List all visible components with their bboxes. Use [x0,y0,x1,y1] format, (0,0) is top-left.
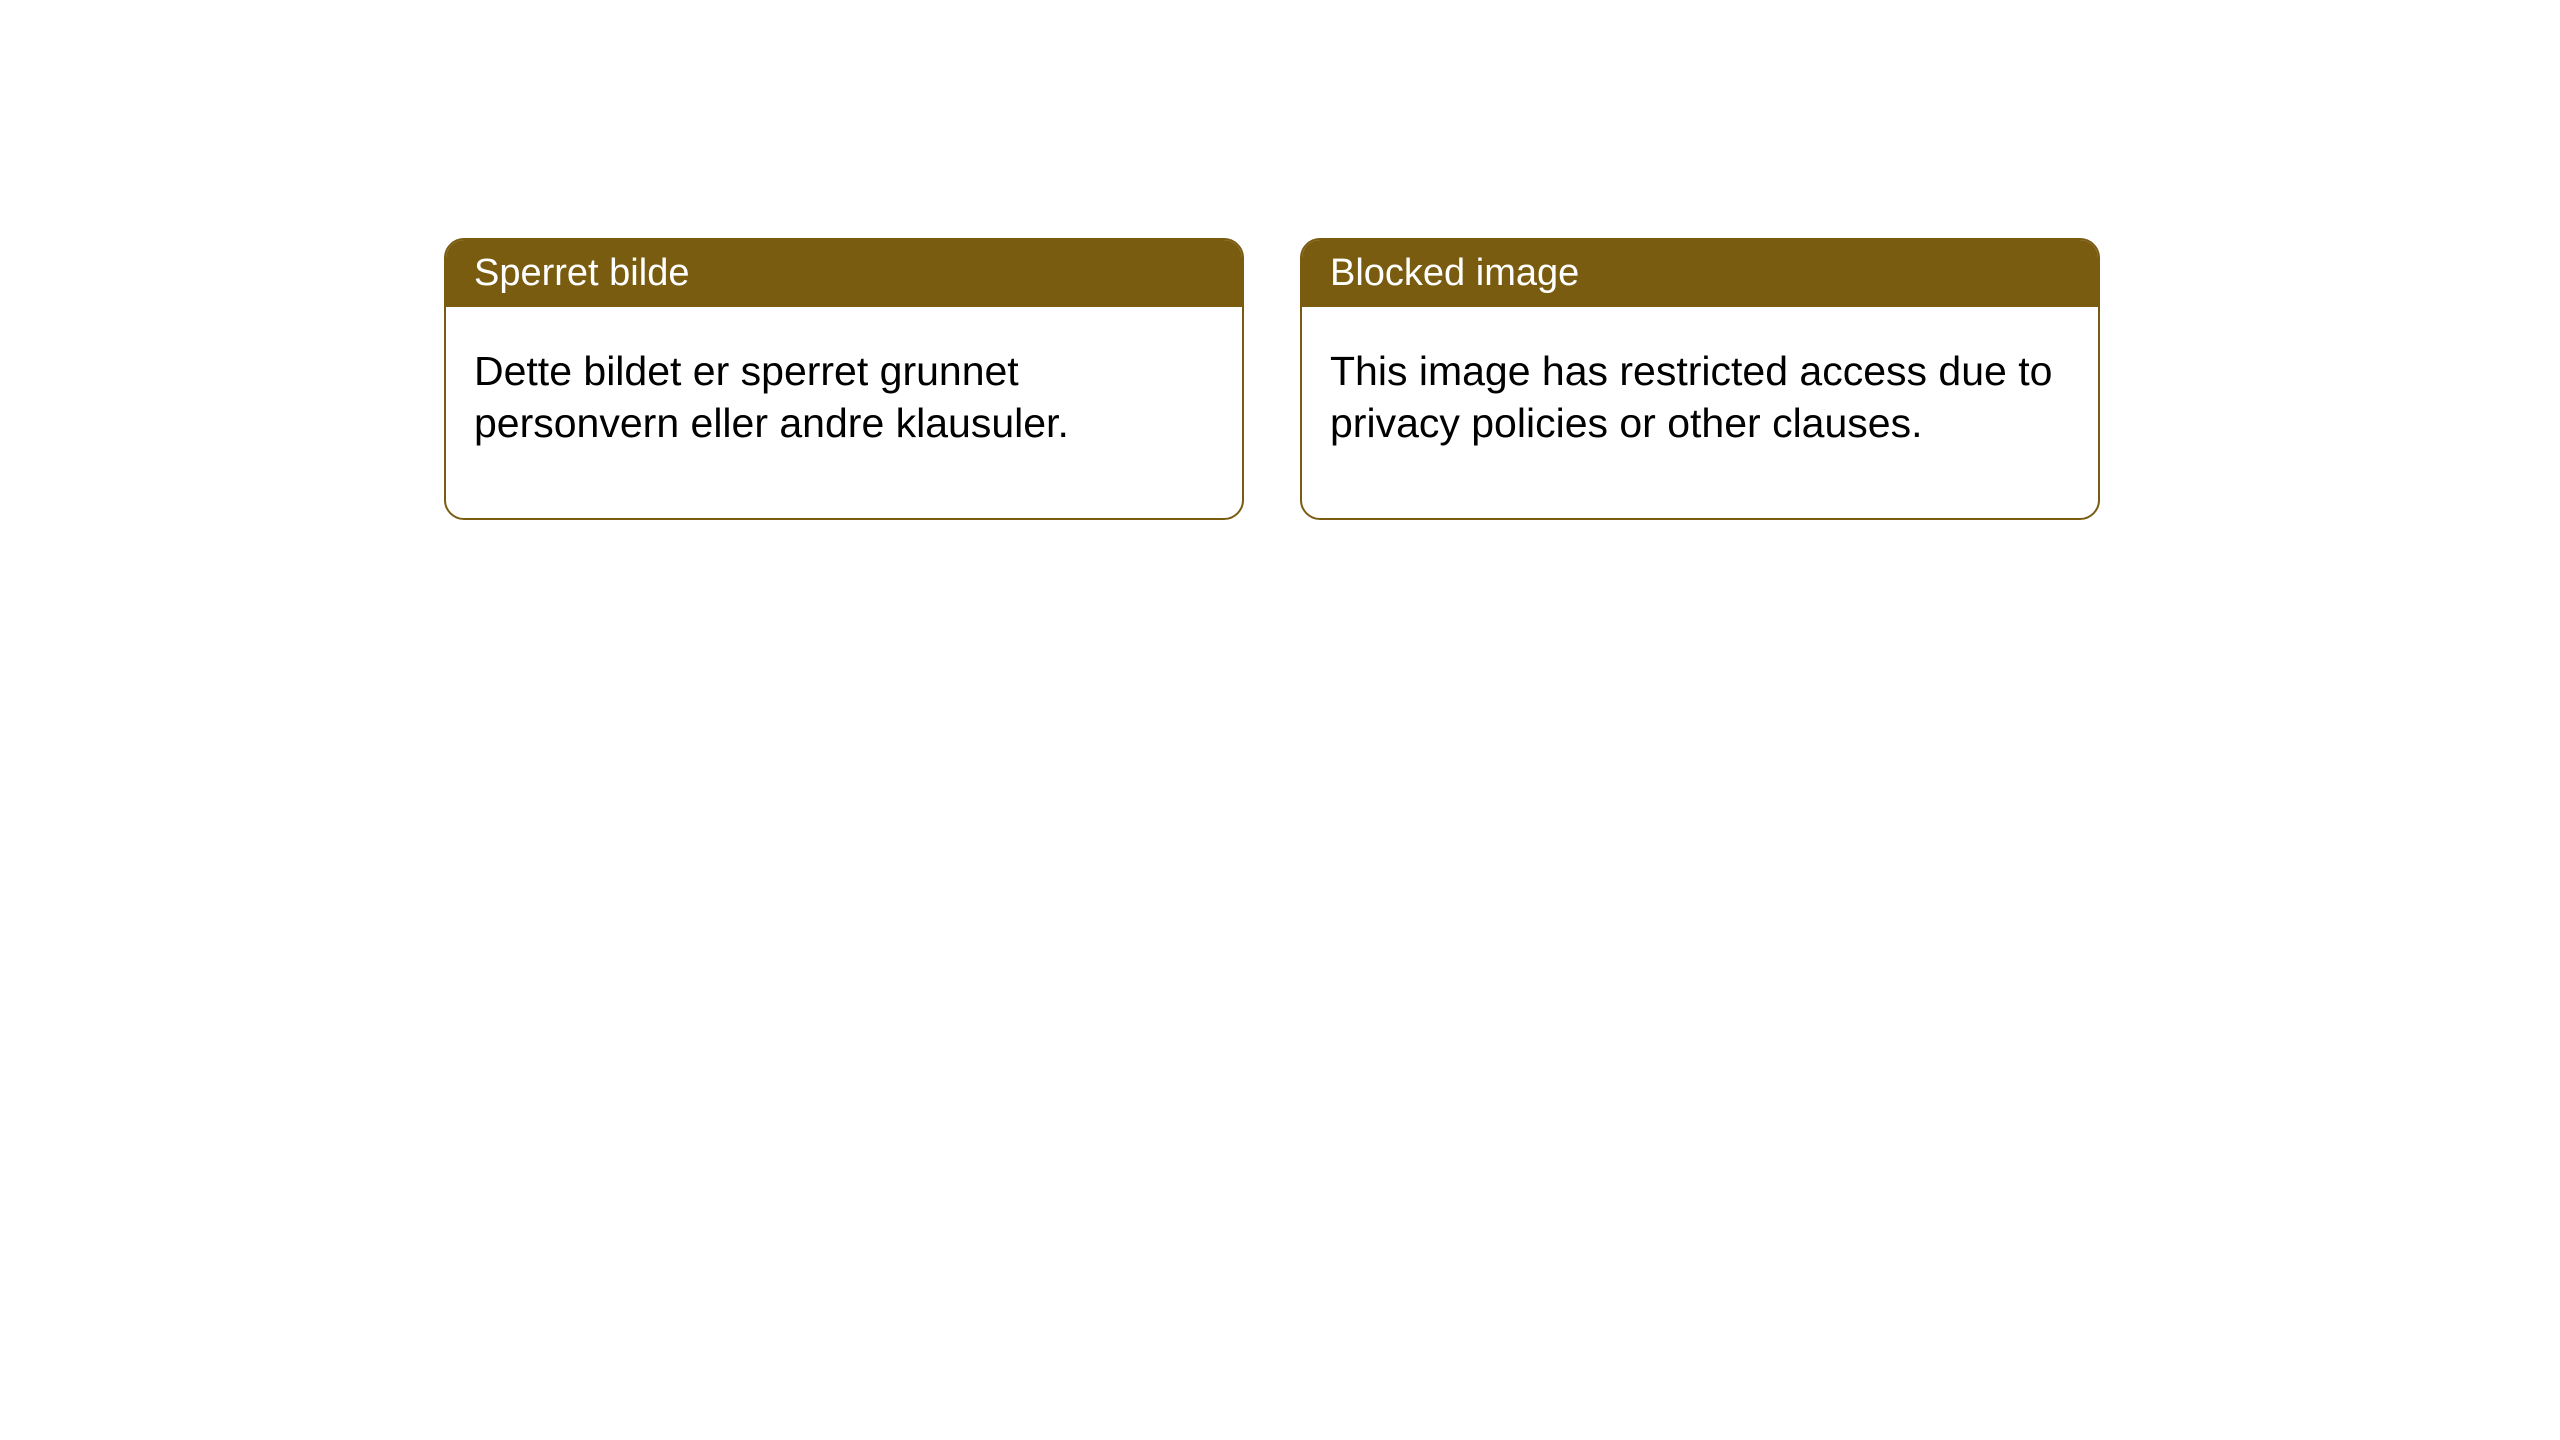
card-body-text: Dette bildet er sperret grunnet personve… [474,348,1069,446]
card-title: Sperret bilde [474,252,689,294]
notice-card-english: Blocked image This image has restricted … [1300,238,2100,520]
card-header: Sperret bilde [446,240,1242,307]
notice-card-norwegian: Sperret bilde Dette bildet er sperret gr… [444,238,1244,520]
card-title: Blocked image [1330,252,1579,294]
card-body: This image has restricted access due to … [1302,307,2098,518]
card-body: Dette bildet er sperret grunnet personve… [446,307,1242,518]
notice-container: Sperret bilde Dette bildet er sperret gr… [0,0,2560,520]
card-body-text: This image has restricted access due to … [1330,348,2052,446]
card-header: Blocked image [1302,240,2098,307]
